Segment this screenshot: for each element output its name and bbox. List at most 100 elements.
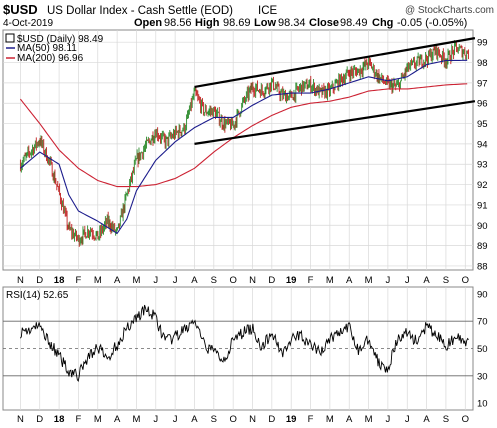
open-label: Open bbox=[134, 17, 162, 29]
rsi-x-tick-label: S bbox=[211, 414, 217, 425]
rsi-x-tick-label: S bbox=[443, 414, 449, 425]
rsi-x-tick-label: D bbox=[36, 414, 43, 425]
price-x-tick-label: M bbox=[365, 275, 373, 286]
price-x-tick-label: A bbox=[191, 275, 198, 286]
price-x-tick-label: S bbox=[211, 275, 217, 286]
legend-price-swatch bbox=[5, 33, 15, 43]
price-x-ticks: N D 18 F M A M J J A S O N D 19 F M A M J J A S O bbox=[17, 275, 469, 286]
price-x-tick-label: J bbox=[386, 275, 391, 286]
price-x-tick-label: D bbox=[36, 275, 43, 286]
rsi-y-tick-label: 30 bbox=[477, 371, 488, 382]
low-value: 98.34 bbox=[278, 17, 306, 29]
price-y-tick-label: 97 bbox=[477, 78, 488, 89]
rsi-x-tick-label: N bbox=[249, 414, 256, 425]
price-x-tick-label: 18 bbox=[54, 275, 65, 286]
price-y-tick-label: 91 bbox=[477, 200, 488, 211]
legend-ma200: MA(200) 96.96 bbox=[17, 53, 84, 64]
rsi-y-tick-label: 90 bbox=[477, 289, 488, 300]
rsi-x-tick-label: M bbox=[94, 414, 102, 425]
low-label: Low bbox=[254, 17, 276, 29]
rsi-line bbox=[20, 304, 469, 382]
price-x-tick-label: 19 bbox=[286, 275, 297, 286]
channel-lower-line bbox=[194, 100, 476, 145]
rsi-label: RSI(14) 52.65 bbox=[6, 290, 69, 301]
rsi-x-tick-label: A bbox=[114, 414, 121, 425]
rsi-x-tick-label: J bbox=[405, 414, 410, 425]
chg-value: -0.05 (-0.05%) bbox=[397, 17, 467, 29]
price-bars bbox=[19, 40, 470, 247]
rsi-x-tick-label: N bbox=[17, 414, 24, 425]
close-label: Close bbox=[309, 17, 339, 29]
open-value: 98.56 bbox=[164, 17, 192, 29]
rsi-x-tick-label: A bbox=[191, 414, 198, 425]
chg-label: Chg bbox=[372, 17, 393, 29]
quote-date: 4-Oct-2019 bbox=[3, 18, 53, 29]
price-y-ticks: 88 89 90 91 92 93 94 95 96 97 98 99 bbox=[477, 38, 488, 273]
rsi-x-tick-label: J bbox=[386, 414, 391, 425]
rsi-x-tick-label: A bbox=[423, 414, 430, 425]
rsi-y-tick-label: 10 bbox=[477, 399, 488, 410]
ma200-line bbox=[19, 83, 468, 188]
rsi-y-ticks: 10 30 50 70 90 bbox=[477, 289, 488, 409]
price-x-tick-label: N bbox=[17, 275, 24, 286]
price-y-tick-label: 98 bbox=[477, 58, 488, 69]
rsi-x-tick-label: 18 bbox=[54, 414, 65, 425]
price-x-tick-label: S bbox=[443, 275, 449, 286]
close-value: 98.49 bbox=[340, 17, 368, 29]
channel-upper-line bbox=[194, 37, 476, 89]
rsi-x-tick-label: M bbox=[132, 414, 140, 425]
rsi-y-tick-label: 70 bbox=[477, 317, 488, 328]
ma50-line bbox=[20, 59, 468, 235]
high-value: 98.69 bbox=[223, 17, 251, 29]
high-label: High bbox=[195, 17, 220, 29]
price-x-tick-label: N bbox=[249, 275, 256, 286]
exchange: ICE bbox=[258, 5, 278, 17]
rsi-x-tick-label: A bbox=[346, 414, 353, 425]
price-x-tick-label: O bbox=[462, 275, 469, 286]
rsi-x-tick-label: 19 bbox=[286, 414, 297, 425]
price-y-tick-label: 94 bbox=[477, 139, 488, 150]
price-y-tick-label: 96 bbox=[477, 99, 488, 110]
price-x-tick-label: D bbox=[268, 275, 275, 286]
price-x-tick-label: J bbox=[405, 275, 410, 286]
rsi-x-tick-label: F bbox=[308, 414, 314, 425]
watermark: @ StockCharts.com bbox=[405, 5, 494, 16]
legend-price: $USD (Daily) 98.49 bbox=[17, 34, 104, 45]
rsi-x-tick-label: D bbox=[268, 414, 275, 425]
rsi-x-ticks: N D 18 F M A M J J A S O N D 19 F M A M J J A S O bbox=[17, 414, 469, 425]
price-legend: $USD (Daily) 98.49 MA(50) 98.11 MA(200) … bbox=[5, 33, 104, 64]
rsi-x-tick-label: J bbox=[153, 414, 158, 425]
price-y-tick-label: 89 bbox=[477, 241, 488, 252]
rsi-y-tick-label: 50 bbox=[477, 344, 488, 355]
rsi-x-tick-label: O bbox=[462, 414, 469, 425]
price-x-tick-label: A bbox=[423, 275, 430, 286]
price-x-tick-label: M bbox=[132, 275, 140, 286]
price-panel: 88 89 90 91 92 93 94 95 96 97 98 99 $USD (Daily) 98… bbox=[2, 29, 488, 273]
price-x-tick-label: M bbox=[94, 275, 102, 286]
price-x-tick-label: F bbox=[76, 275, 82, 286]
legend-ma50: MA(50) 98.11 bbox=[17, 43, 77, 54]
price-x-tick-label: F bbox=[308, 275, 314, 286]
price-x-tick-label: J bbox=[153, 275, 158, 286]
rsi-x-tick-label: M bbox=[365, 414, 373, 425]
rsi-x-tick-label: O bbox=[229, 414, 236, 425]
price-y-tick-label: 88 bbox=[477, 261, 488, 272]
rsi-x-tick-label: J bbox=[173, 414, 178, 425]
price-panel-frame bbox=[2, 29, 474, 271]
price-x-tick-label: J bbox=[173, 275, 178, 286]
instrument-name: US Dollar Index - Cash Settle (EOD) bbox=[47, 5, 233, 17]
price-y-tick-label: 99 bbox=[477, 38, 488, 49]
price-y-tick-label: 92 bbox=[477, 180, 488, 191]
price-y-tick-label: 93 bbox=[477, 160, 488, 171]
price-gridlines bbox=[3, 30, 473, 270]
price-x-tick-label: M bbox=[326, 275, 334, 286]
symbol: $USD bbox=[3, 2, 38, 17]
rsi-x-tick-label: F bbox=[76, 414, 82, 425]
price-y-tick-label: 95 bbox=[477, 119, 488, 130]
rsi-x-tick-label: M bbox=[326, 414, 334, 425]
price-x-tick-label: O bbox=[229, 275, 236, 286]
price-x-tick-label: A bbox=[346, 275, 353, 286]
rsi-panel: 10 30 50 70 90 RSI(14) 52.65 bbox=[2, 286, 488, 411]
price-y-tick-label: 90 bbox=[477, 221, 488, 232]
